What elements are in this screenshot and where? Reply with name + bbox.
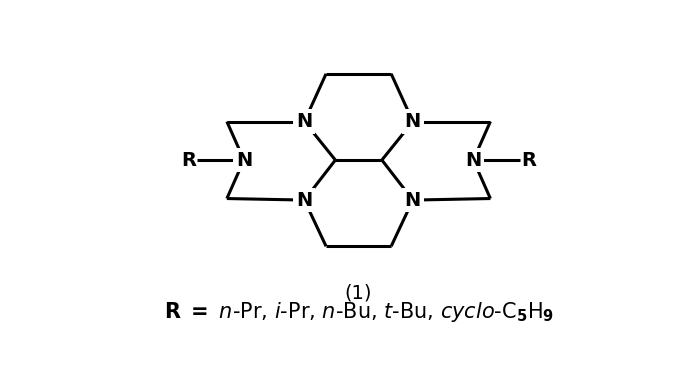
Text: N: N: [236, 151, 252, 170]
Text: N: N: [296, 190, 312, 210]
Text: N: N: [405, 112, 421, 131]
Text: $\mathbf{R}$ $\mathbf{=}$ $\mathit{n}$$\mathbf{\text{-Pr, }}$$\mathit{i}$$\mathb: $\mathbf{R}$ $\mathbf{=}$ $\mathit{n}$$\…: [164, 300, 554, 324]
Text: N: N: [405, 190, 421, 210]
Text: N: N: [466, 151, 482, 170]
Text: N: N: [296, 112, 312, 131]
Text: R: R: [181, 151, 196, 170]
Text: (1): (1): [345, 283, 373, 302]
Text: R: R: [521, 151, 536, 170]
